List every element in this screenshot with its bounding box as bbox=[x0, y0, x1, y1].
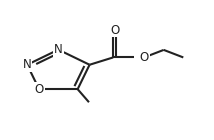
Text: N: N bbox=[54, 43, 63, 56]
Text: N: N bbox=[23, 58, 31, 71]
Text: O: O bbox=[110, 24, 119, 37]
Text: O: O bbox=[140, 51, 149, 64]
Text: O: O bbox=[34, 83, 44, 96]
